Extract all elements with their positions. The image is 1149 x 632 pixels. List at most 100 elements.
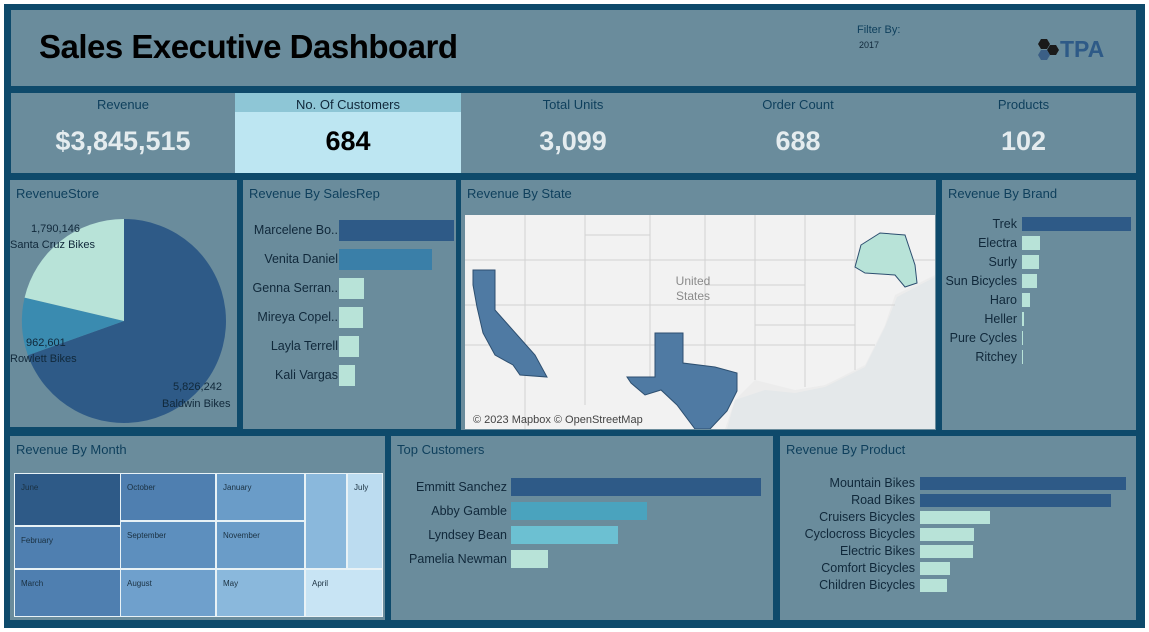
sales-rep-bar[interactable] bbox=[339, 249, 432, 270]
sales-rep-label: Mireya Copel.. bbox=[257, 310, 338, 324]
pie-slice-rowlett-bikes[interactable] bbox=[21, 297, 124, 356]
treemap-cell-march[interactable]: March bbox=[14, 569, 122, 617]
filter-value[interactable]: 2017 bbox=[859, 40, 880, 50]
product-bar[interactable] bbox=[920, 579, 947, 592]
state-panel: Revenue By State bbox=[461, 180, 936, 430]
kpi-panel: Revenue $3,845,515 No. Of Customers 684 … bbox=[11, 93, 1136, 173]
product-label: Children Bicycles bbox=[819, 578, 915, 592]
brand-bar[interactable] bbox=[1022, 274, 1037, 288]
pie-label-santa-cruz-name: Santa Cruz Bikes bbox=[10, 239, 95, 251]
customer-bar[interactable] bbox=[511, 478, 761, 496]
kpi-total-units[interactable]: Total Units 3,099 bbox=[461, 93, 685, 173]
kpi-customers-value: 684 bbox=[325, 126, 371, 156]
product-label: Mountain Bikes bbox=[829, 476, 915, 490]
sales-rep-label: Genna Serran.. bbox=[252, 281, 338, 295]
customer-bar[interactable] bbox=[511, 502, 647, 520]
month-treemap[interactable]: June October January July February Septe… bbox=[14, 473, 383, 617]
kpi-order-count-value: 688 bbox=[775, 126, 821, 156]
brand-bar[interactable] bbox=[1022, 217, 1131, 231]
treemap-cell-january[interactable]: January bbox=[216, 473, 305, 521]
kpi-revenue-value: $3,845,515 bbox=[55, 126, 191, 156]
map-state-new-york bbox=[854, 232, 918, 288]
treemap-cell-august[interactable]: August bbox=[120, 569, 216, 617]
treemap-cell-september[interactable]: September bbox=[120, 521, 216, 569]
map-country-label: United bbox=[676, 274, 711, 288]
kpi-products-label: Products bbox=[997, 97, 1050, 112]
brand-label: Trek bbox=[992, 217, 1017, 231]
sales-rep-bar[interactable] bbox=[339, 220, 454, 241]
kpi-total-units-value: 3,099 bbox=[539, 126, 607, 156]
sales-rep-bar[interactable] bbox=[339, 336, 359, 357]
sales-rep-bar[interactable] bbox=[339, 307, 363, 328]
treemap-cell-july-a[interactable] bbox=[305, 473, 347, 569]
map-country-label: States bbox=[676, 289, 710, 303]
map-state-california bbox=[472, 269, 548, 378]
pie-label-rowlett-name: Rowlett Bikes bbox=[10, 353, 77, 365]
product-bar[interactable] bbox=[920, 528, 974, 541]
product-title: Revenue By Product bbox=[786, 442, 906, 457]
pie-slice-baldwin-bikes[interactable] bbox=[27, 219, 226, 423]
treemap-cell-october[interactable]: October bbox=[120, 473, 216, 521]
brand-panel: Revenue By Brand Trek Electra Surly Sun … bbox=[942, 180, 1136, 430]
pie-label-rowlett-value: 962,601 bbox=[26, 337, 66, 349]
logo-text: TPA bbox=[1060, 36, 1105, 62]
sales-rep-label: Layla Terrell bbox=[270, 339, 338, 353]
product-bar[interactable] bbox=[920, 511, 990, 524]
revenue-store-panel: RevenueStore 1,790,146 Santa Cruz Bikes … bbox=[10, 180, 237, 427]
product-panel: Revenue By Product Mountain Bikes Road B… bbox=[780, 436, 1136, 620]
month-panel: Revenue By Month June October January Ju… bbox=[10, 436, 385, 620]
kpi-total-units-label: Total Units bbox=[542, 97, 604, 112]
brand-label: Electra bbox=[978, 236, 1017, 250]
product-bar[interactable] bbox=[920, 477, 1126, 490]
pie-slice-santa-cruz-bikes[interactable] bbox=[24, 218, 125, 321]
treemap-cell-april[interactable]: April bbox=[305, 569, 383, 617]
product-bar[interactable] bbox=[920, 545, 973, 558]
brand-bar[interactable] bbox=[1022, 255, 1039, 269]
brand-label: Pure Cycles bbox=[949, 331, 1017, 345]
brand-bar[interactable] bbox=[1022, 293, 1030, 307]
map-attribution: © 2023 Mapbox © OpenStreetMap bbox=[473, 414, 643, 426]
state-map[interactable]: United States © 2023 Mapbox © OpenStreet… bbox=[465, 215, 935, 429]
brand-bar[interactable] bbox=[1022, 312, 1024, 326]
revenue-store-title: RevenueStore bbox=[16, 186, 100, 201]
kpi-revenue[interactable]: Revenue $3,845,515 bbox=[11, 93, 235, 173]
treemap-cell-july[interactable]: July bbox=[347, 473, 383, 569]
kpi-customers[interactable]: No. Of Customers 684 bbox=[235, 93, 461, 173]
kpi-products[interactable]: Products 102 bbox=[911, 93, 1136, 173]
sales-rep-bar[interactable] bbox=[339, 365, 355, 386]
customers-panel: Top Customers Emmitt Sanchez Abby Gamble… bbox=[391, 436, 773, 620]
brand-label: Sun Bicycles bbox=[945, 274, 1017, 288]
treemap-cell-may[interactable]: May bbox=[216, 569, 305, 617]
treemap-cell-november[interactable]: November bbox=[216, 521, 305, 569]
kpi-order-count-label: Order Count bbox=[762, 97, 834, 112]
sales-rep-title: Revenue By SalesRep bbox=[249, 186, 380, 201]
treemap-cell-june[interactable]: June bbox=[14, 473, 122, 526]
revenue-store-pie[interactable] bbox=[10, 180, 237, 427]
sales-rep-label: Venita Daniel bbox=[264, 252, 338, 266]
month-title: Revenue By Month bbox=[16, 442, 127, 457]
customers-title: Top Customers bbox=[397, 442, 485, 457]
customer-bar[interactable] bbox=[511, 526, 618, 544]
header-panel: Sales Executive Dashboard Filter By: 201… bbox=[11, 10, 1136, 86]
product-bar[interactable] bbox=[920, 562, 950, 575]
pie-label-baldwin-name: Baldwin Bikes bbox=[162, 398, 231, 410]
customer-label: Emmitt Sanchez bbox=[415, 480, 507, 494]
dashboard-frame: Sales Executive Dashboard Filter By: 201… bbox=[4, 4, 1145, 628]
customer-bar[interactable] bbox=[511, 550, 548, 568]
product-label: Comfort Bicycles bbox=[821, 561, 915, 575]
brand-label: Surly bbox=[988, 255, 1017, 269]
kpi-order-count[interactable]: Order Count 688 bbox=[685, 93, 911, 173]
brand-label: Ritchey bbox=[975, 350, 1017, 364]
product-bar[interactable] bbox=[920, 494, 1111, 507]
logo-hexagon-icon bbox=[1038, 39, 1059, 60]
brand-bar[interactable] bbox=[1022, 331, 1023, 345]
page-title: Sales Executive Dashboard bbox=[39, 28, 458, 65]
product-label: Cyclocross Bicycles bbox=[804, 527, 915, 541]
kpi-products-value: 102 bbox=[1000, 126, 1047, 156]
kpi-customers-label: No. Of Customers bbox=[295, 97, 401, 112]
sales-rep-bar[interactable] bbox=[339, 278, 364, 299]
treemap-cell-february[interactable]: February bbox=[14, 526, 122, 569]
brand-bar[interactable] bbox=[1022, 236, 1040, 250]
brand-bar[interactable] bbox=[1022, 350, 1023, 364]
product-label: Cruisers Bicycles bbox=[819, 510, 915, 524]
